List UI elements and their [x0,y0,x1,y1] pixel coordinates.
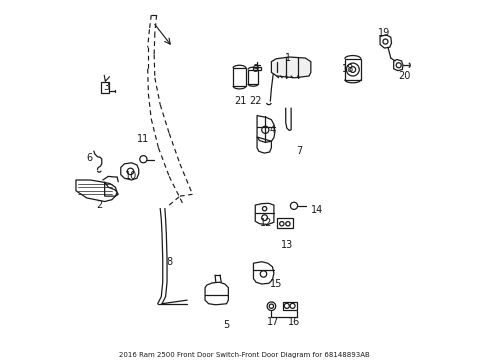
Text: 6: 6 [86,153,92,163]
Text: 21: 21 [234,96,246,106]
Text: 3: 3 [103,82,109,92]
Text: 18: 18 [342,64,354,74]
Bar [101,82,109,93]
Text: 9: 9 [252,64,258,74]
Text: 22: 22 [248,96,261,106]
Text: 1: 1 [284,53,290,63]
Bar [233,68,245,86]
Text: 4: 4 [269,125,275,135]
Text: 14: 14 [310,206,323,216]
Bar [283,302,296,310]
Text: 5: 5 [223,320,229,330]
Text: 8: 8 [166,257,172,267]
Text: 16: 16 [287,317,300,327]
Text: 13: 13 [280,239,292,249]
Text: 19: 19 [377,28,390,38]
Text: 7: 7 [296,146,302,156]
Bar [344,59,360,80]
Bar [253,67,260,69]
Text: 2016 Ram 2500 Front Door Switch-Front Door Diagram for 68148893AB: 2016 Ram 2500 Front Door Switch-Front Do… [119,352,369,358]
Text: 20: 20 [397,71,409,81]
Polygon shape [271,57,310,78]
Text: 10: 10 [125,171,138,181]
Text: 17: 17 [266,317,279,327]
Text: 15: 15 [270,279,282,289]
Text: 2: 2 [96,200,102,210]
Bar [277,218,292,228]
Bar [247,69,258,84]
Text: 11: 11 [137,134,149,144]
Text: 12: 12 [259,218,272,228]
